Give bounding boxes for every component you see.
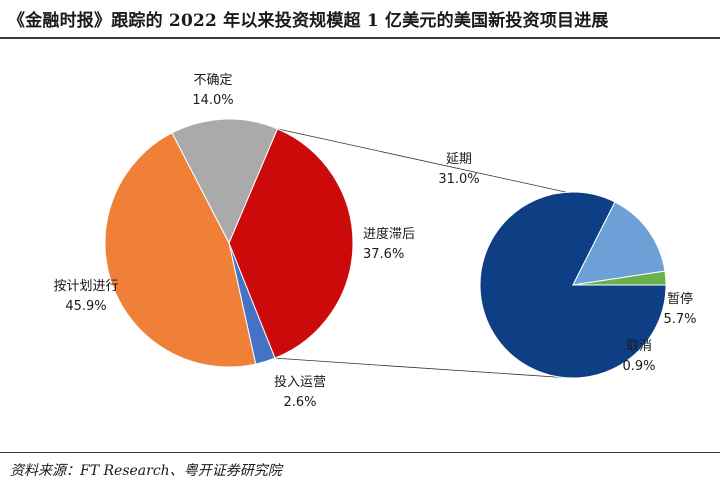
label-postponed-value: 31.0% bbox=[438, 172, 479, 187]
connector-line-top bbox=[277, 128, 567, 193]
slice-uncertain bbox=[171, 118, 279, 245]
label-operating-value: 2.6% bbox=[283, 395, 316, 410]
chart-title: 《金融时报》跟踪的 2022 年以来投资规模超 1 亿美元的美国新投资项目进展 bbox=[8, 11, 609, 31]
label-cancelled-name: 取消 bbox=[626, 339, 652, 354]
bottom-rule bbox=[0, 452, 720, 453]
label-on-schedule-name: 按计划进行 bbox=[53, 279, 118, 294]
connector-line-bottom bbox=[274, 357, 567, 379]
label-paused-value: 5.7% bbox=[663, 312, 696, 327]
connector-lines bbox=[274, 128, 567, 379]
slice-labels: 进度滞后 37.6% 投入运营 2.6% 按计划进行 45.9% 不确定 14.0% 延期 31.… bbox=[53, 73, 696, 410]
secondary-pie bbox=[479, 191, 667, 379]
label-paused-name: 暂停 bbox=[667, 291, 693, 307]
slice-delayed bbox=[228, 128, 354, 359]
label-postponed-name: 延期 bbox=[446, 152, 472, 167]
slice-on-schedule bbox=[104, 132, 257, 368]
slice-paused bbox=[572, 201, 666, 286]
label-uncertain-name: 不确定 bbox=[193, 73, 232, 88]
label-uncertain-value: 14.0% bbox=[192, 93, 233, 108]
label-delayed-name: 进度滞后 bbox=[363, 226, 415, 242]
label-delayed-value: 37.6% bbox=[363, 247, 404, 262]
top-rule bbox=[0, 37, 720, 39]
label-cancelled-value: 0.9% bbox=[622, 359, 655, 374]
slice-cancelled bbox=[572, 270, 667, 286]
main-pie bbox=[104, 118, 354, 368]
source-note: 资料来源：FT Research、粤开证券研究院 bbox=[10, 463, 282, 479]
pie-of-pie-chart: 进度滞后 37.6% 投入运营 2.6% 按计划进行 45.9% 不确定 14.0% 延期 31.… bbox=[53, 73, 696, 410]
label-on-schedule-value: 45.9% bbox=[65, 299, 106, 314]
label-operating-name: 投入运营 bbox=[274, 374, 326, 390]
